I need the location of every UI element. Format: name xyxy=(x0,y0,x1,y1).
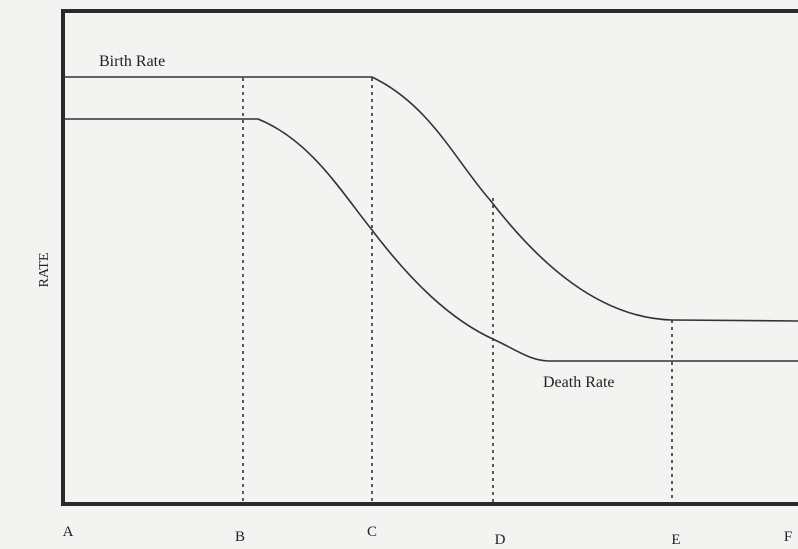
death-rate-curve xyxy=(63,118,798,362)
birth-rate-label: Birth Rate xyxy=(99,53,165,70)
stage-labels: A B C D E F xyxy=(63,524,793,548)
birth-rate-curve xyxy=(63,76,798,322)
stage-label: E xyxy=(671,532,680,548)
stage-label: C xyxy=(367,524,377,540)
death-rate-label: Death Rate xyxy=(543,374,615,391)
stage-label: B xyxy=(235,529,245,545)
frame xyxy=(61,9,798,506)
stage-label: F xyxy=(784,529,792,545)
y-axis-label: RATE xyxy=(37,253,52,288)
stage-label: D xyxy=(495,532,506,548)
stage-label: A xyxy=(63,524,74,540)
